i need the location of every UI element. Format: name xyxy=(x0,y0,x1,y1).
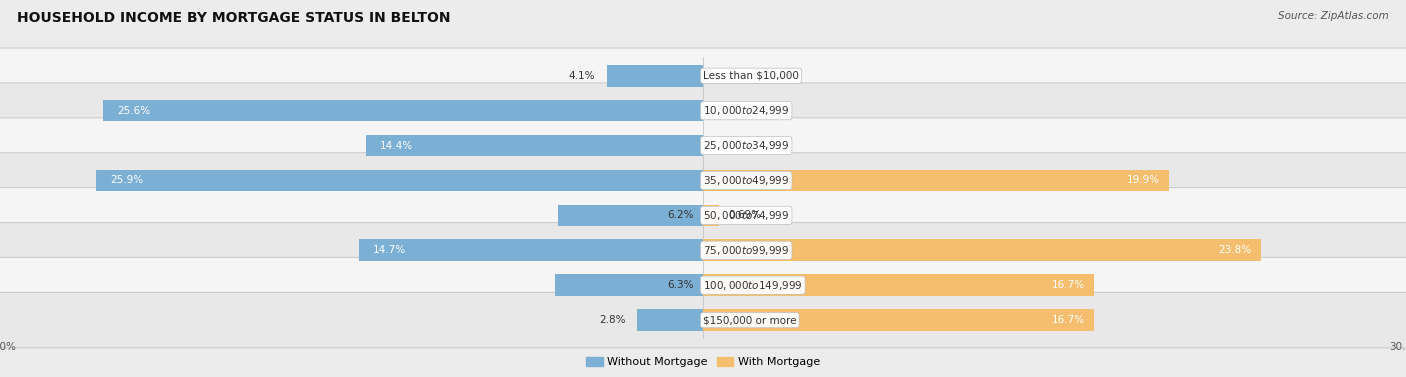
Bar xyxy=(359,239,703,261)
FancyBboxPatch shape xyxy=(0,48,1406,104)
Text: 25.9%: 25.9% xyxy=(110,175,143,185)
Text: Source: ZipAtlas.com: Source: ZipAtlas.com xyxy=(1278,11,1389,21)
FancyBboxPatch shape xyxy=(0,118,1406,173)
Text: 14.4%: 14.4% xyxy=(380,141,413,150)
Text: 6.2%: 6.2% xyxy=(666,210,693,221)
FancyBboxPatch shape xyxy=(0,83,1406,138)
FancyBboxPatch shape xyxy=(0,222,1406,278)
Text: 6.3%: 6.3% xyxy=(666,280,693,290)
Text: 19.9%: 19.9% xyxy=(1126,175,1160,185)
Text: $10,000 to $24,999: $10,000 to $24,999 xyxy=(703,104,789,117)
Text: 4.1%: 4.1% xyxy=(568,71,595,81)
Bar xyxy=(555,274,703,296)
Bar xyxy=(703,274,1094,296)
FancyBboxPatch shape xyxy=(0,257,1406,313)
Bar xyxy=(96,170,703,191)
Bar xyxy=(558,205,703,226)
Text: 14.7%: 14.7% xyxy=(373,245,406,255)
Bar xyxy=(703,309,1094,331)
Text: 25.6%: 25.6% xyxy=(117,106,150,116)
FancyBboxPatch shape xyxy=(0,292,1406,348)
Text: Less than $10,000: Less than $10,000 xyxy=(703,71,799,81)
Text: 16.7%: 16.7% xyxy=(1052,315,1085,325)
Text: 0.69%: 0.69% xyxy=(728,210,762,221)
Text: 23.8%: 23.8% xyxy=(1218,245,1251,255)
Text: $150,000 or more: $150,000 or more xyxy=(703,315,797,325)
Text: $75,000 to $99,999: $75,000 to $99,999 xyxy=(703,244,789,257)
Bar xyxy=(703,170,1170,191)
Bar xyxy=(637,309,703,331)
Bar xyxy=(703,205,720,226)
Text: 2.8%: 2.8% xyxy=(599,315,626,325)
Bar xyxy=(703,239,1261,261)
Bar xyxy=(103,100,703,121)
Bar xyxy=(366,135,703,156)
Legend: Without Mortgage, With Mortgage: Without Mortgage, With Mortgage xyxy=(582,352,824,371)
FancyBboxPatch shape xyxy=(0,153,1406,208)
Text: $100,000 to $149,999: $100,000 to $149,999 xyxy=(703,279,803,292)
Text: $25,000 to $34,999: $25,000 to $34,999 xyxy=(703,139,789,152)
Text: 16.7%: 16.7% xyxy=(1052,280,1085,290)
Text: $35,000 to $49,999: $35,000 to $49,999 xyxy=(703,174,789,187)
Bar xyxy=(607,65,703,87)
Text: HOUSEHOLD INCOME BY MORTGAGE STATUS IN BELTON: HOUSEHOLD INCOME BY MORTGAGE STATUS IN B… xyxy=(17,11,450,25)
FancyBboxPatch shape xyxy=(0,188,1406,243)
Text: $50,000 to $74,999: $50,000 to $74,999 xyxy=(703,209,789,222)
